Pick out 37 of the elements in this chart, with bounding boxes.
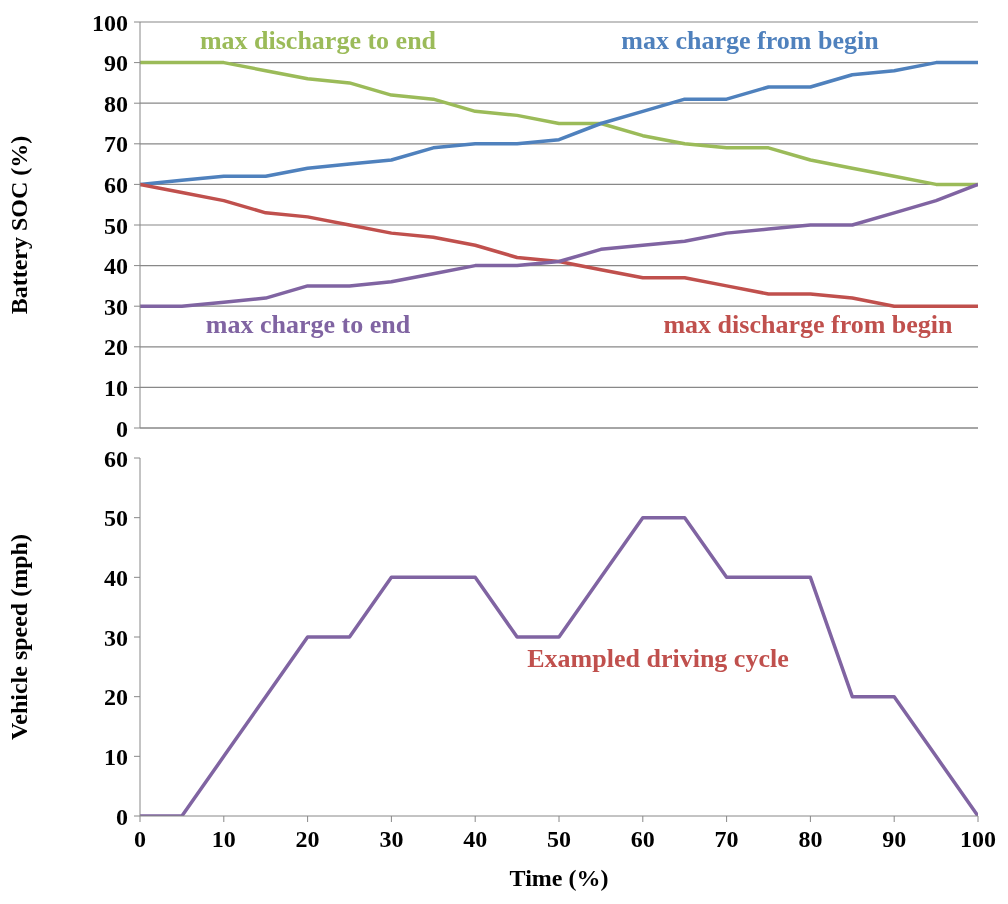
y-tick-label: 0 <box>116 415 128 442</box>
y-tick-label: 90 <box>104 50 128 77</box>
x-tick-label: 60 <box>630 826 655 853</box>
y-axis-title: Battery SOC (%) <box>5 135 32 315</box>
x-tick-label: 100 <box>960 826 996 853</box>
y-tick-label: 20 <box>104 334 128 361</box>
y-tick-label: 80 <box>104 90 128 117</box>
y-tick-label: 50 <box>104 505 128 532</box>
x-tick-label: 20 <box>295 826 320 853</box>
y-tick-label: 30 <box>104 293 128 320</box>
y-tick-label: 0 <box>116 803 128 830</box>
y-tick-label: 40 <box>104 564 128 591</box>
y-tick-label: 20 <box>104 684 128 711</box>
x-tick-label: 0 <box>134 826 146 853</box>
series-label: max charge to end <box>205 310 411 340</box>
x-tick-label: 30 <box>379 826 404 853</box>
x-axis-title: Time (%) <box>509 865 609 891</box>
x-tick-label: 40 <box>463 826 488 853</box>
x-tick-label: 70 <box>714 826 739 853</box>
y-tick-label: 50 <box>104 212 128 239</box>
y-tick-label: 10 <box>104 374 128 401</box>
y-tick-label: 40 <box>104 253 128 280</box>
y-tick-label: 10 <box>104 743 128 770</box>
x-tick-label: 80 <box>798 826 823 853</box>
y-tick-label: 30 <box>104 624 128 651</box>
series-label: max discharge to end <box>199 26 437 56</box>
annotation: Exampled driving cycle <box>527 644 789 674</box>
x-tick-label: 10 <box>211 826 236 853</box>
y-tick-label: 60 <box>104 445 128 472</box>
series-label: max discharge from begin <box>663 310 953 340</box>
x-tick-label: 50 <box>547 826 571 853</box>
y-axis-title: Vehicle speed (mph) <box>5 534 32 740</box>
y-tick-label: 60 <box>104 171 128 198</box>
y-tick-label: 100 <box>92 9 128 36</box>
series-label: max charge from begin <box>621 26 879 56</box>
x-tick-label: 90 <box>882 826 907 853</box>
y-tick-label: 70 <box>104 131 128 158</box>
